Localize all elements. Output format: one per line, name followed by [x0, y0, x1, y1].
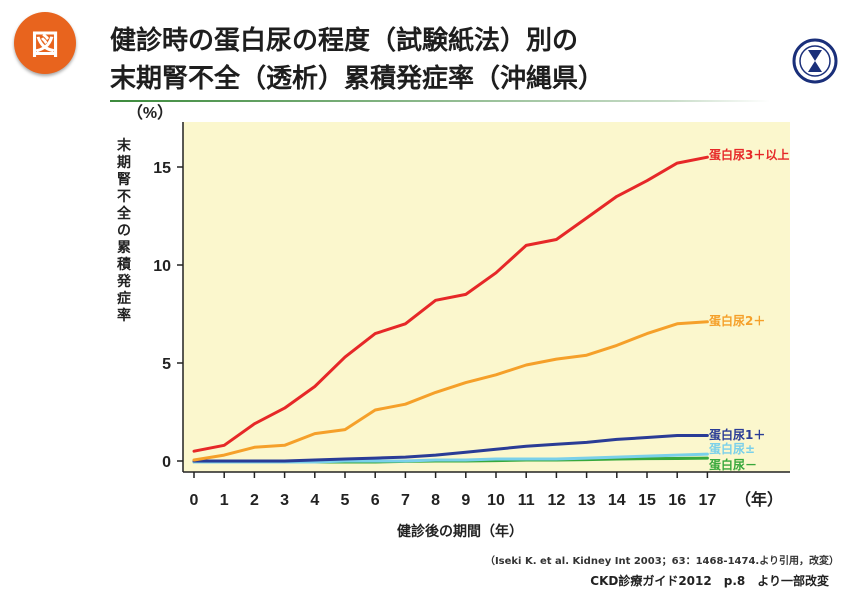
x-tick-label: 4 [310, 492, 319, 509]
x-tick-label: 7 [401, 492, 410, 509]
title-line-2: 末期腎不全（透析）累積発症率（沖縄県） [110, 64, 605, 94]
series-line [192, 434, 709, 463]
x-tick-label: 5 [341, 492, 350, 509]
series-label: 蛋白尿± [709, 441, 755, 456]
source-citation: （Iseki K. et al. Kidney Int 2003；63：1468… [484, 556, 839, 567]
y-tick-label: 0 [162, 454, 171, 471]
source-guide: CKD診療ガイド2012 p.8 より一部改変 [590, 574, 829, 588]
y-tick-label: 10 [153, 258, 171, 275]
series-label: 蛋白尿1＋ [709, 427, 765, 442]
x-tick-label: 17 [699, 492, 717, 509]
series-label: 蛋白尿－ [709, 457, 757, 472]
x-tick-label: 15 [638, 492, 656, 509]
series-line [192, 320, 709, 462]
title-line-1: 健診時の蛋白尿の程度（試験紙法）別の [110, 26, 579, 56]
y-tick-label: 15 [153, 160, 171, 177]
title-underline [110, 100, 770, 102]
x-tick-label: 10 [487, 492, 505, 509]
y-tick-label: 5 [162, 356, 171, 373]
x-tick-label: 1 [220, 492, 229, 509]
plot-area [183, 122, 790, 472]
y-unit-label: （%） [127, 104, 173, 122]
series-label: 蛋白尿2＋ [709, 313, 765, 328]
x-tick-label: 14 [608, 492, 626, 509]
figure-badge: 図 [14, 12, 76, 74]
series-line [192, 155, 709, 453]
y-axis-label: 末期腎不全の累積発症率 [116, 137, 132, 324]
society-emblem-icon [792, 38, 838, 84]
x-unit-label: （年） [735, 490, 783, 509]
x-tick-label: 12 [548, 492, 566, 509]
series-label: 蛋白尿3＋以上 [709, 147, 789, 162]
x-tick-label: 8 [431, 492, 440, 509]
x-tick-label: 9 [461, 492, 470, 509]
x-tick-label: 13 [578, 492, 596, 509]
x-tick-label: 6 [371, 492, 380, 509]
x-tick-label: 0 [190, 492, 199, 509]
page-title: 健診時の蛋白尿の程度（試験紙法）別の 末期腎不全（透析）累積発症率（沖縄県） [110, 22, 604, 98]
x-tick-label: 16 [668, 492, 686, 509]
x-tick-label: 3 [280, 492, 289, 509]
x-tick-label: 2 [250, 492, 259, 509]
x-tick-label: 11 [518, 492, 535, 509]
x-axis-label: 健診後の期間（年） [397, 523, 523, 540]
